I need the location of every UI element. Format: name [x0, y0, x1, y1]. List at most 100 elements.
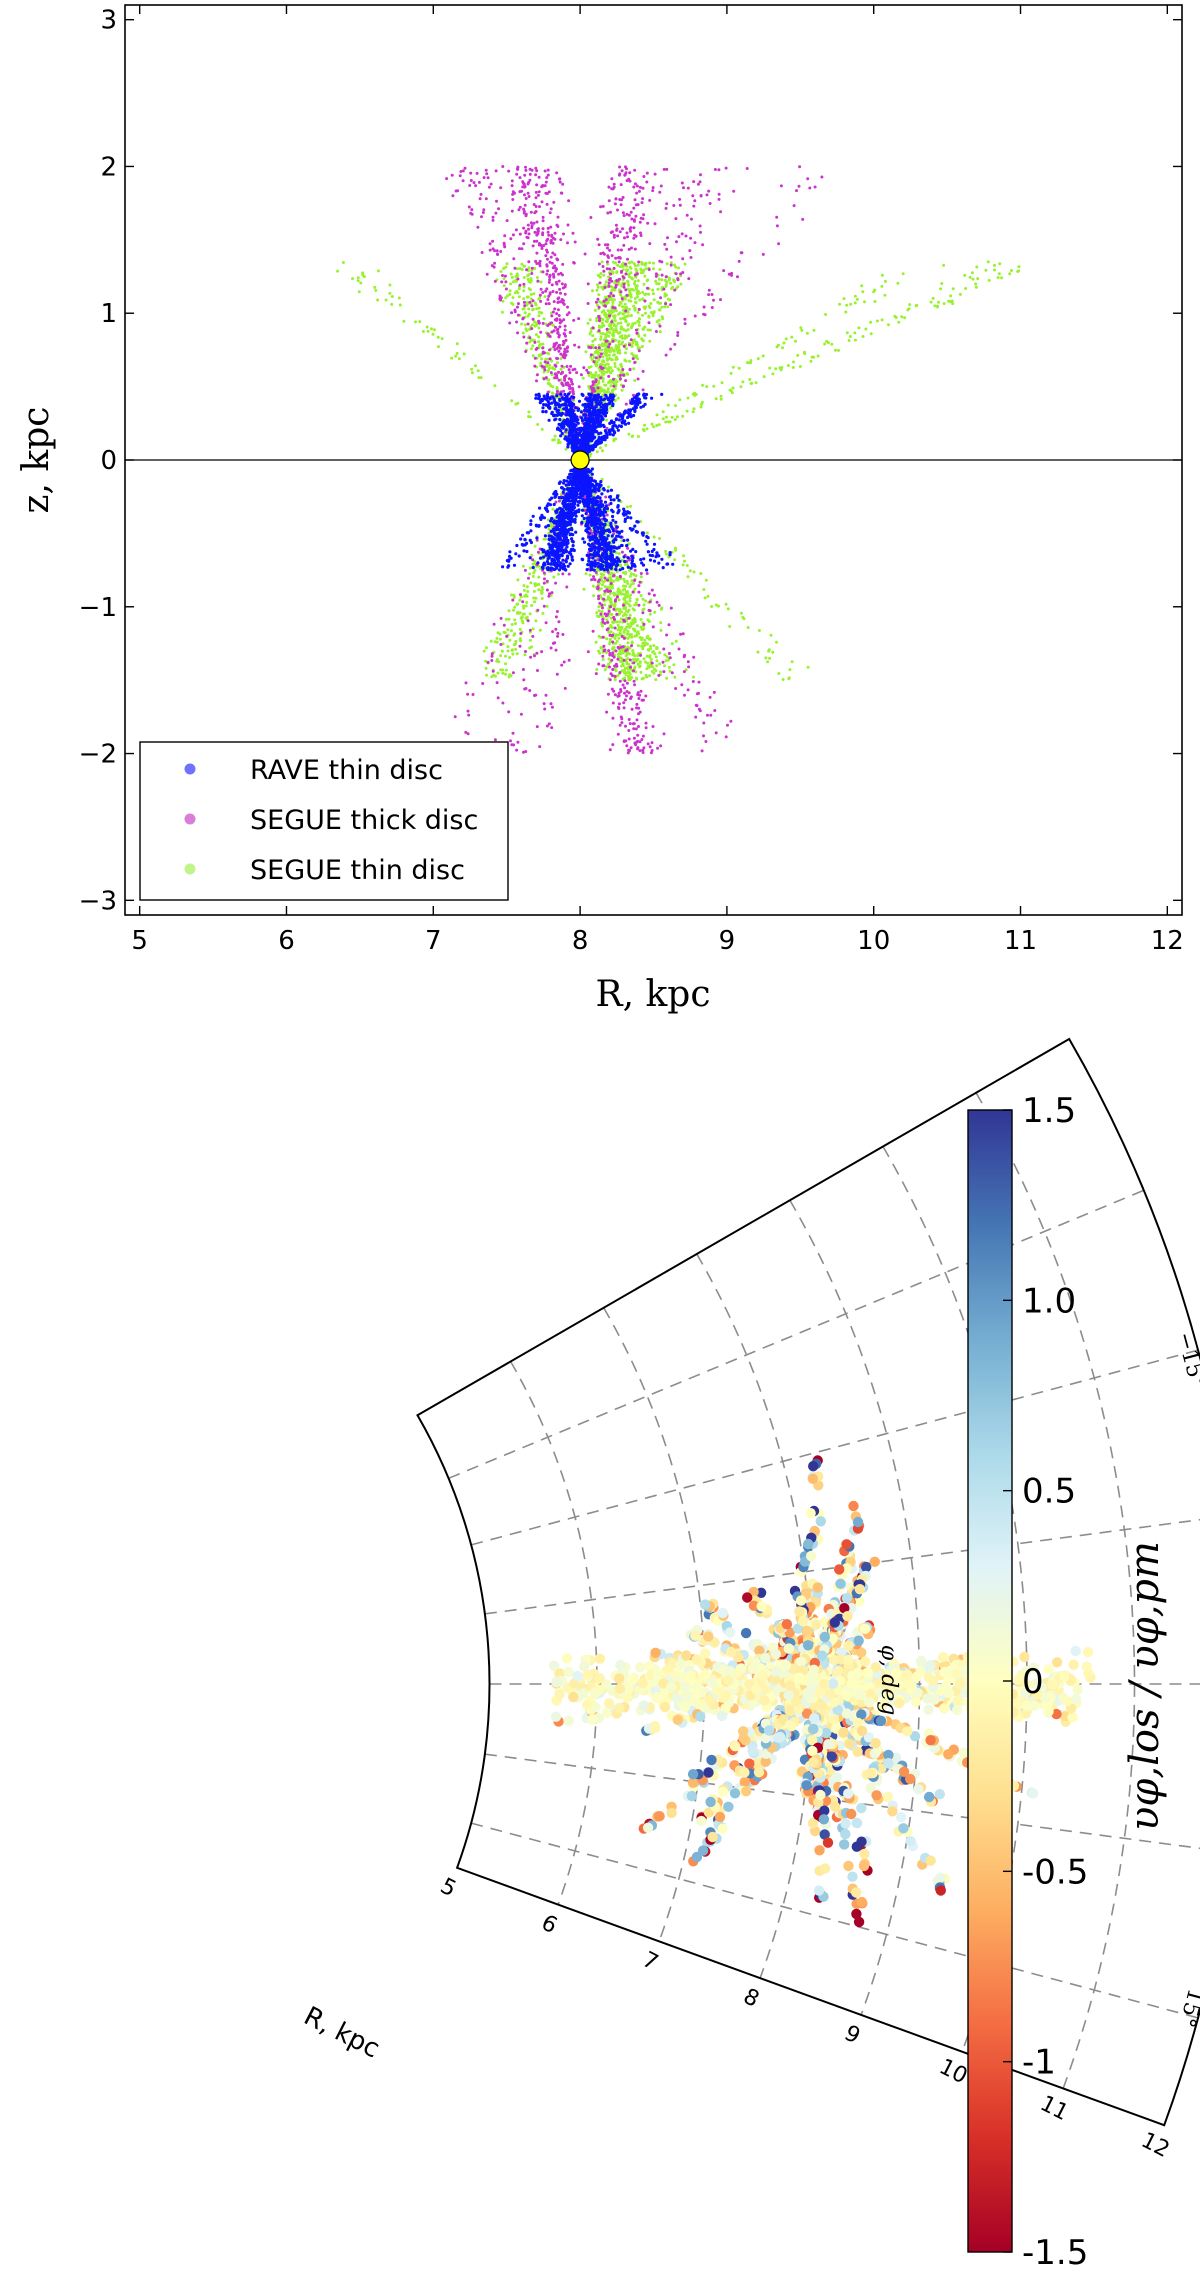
point: [609, 672, 613, 676]
point: [633, 578, 637, 582]
point: [655, 664, 659, 668]
point: [663, 242, 667, 246]
point: [622, 214, 626, 218]
point: [665, 167, 669, 171]
point: [626, 310, 630, 314]
point: [534, 303, 538, 307]
point: [608, 323, 612, 326]
point: [635, 272, 639, 276]
point: [583, 402, 588, 406]
point: [566, 381, 570, 385]
point: [563, 324, 567, 328]
point: [617, 368, 621, 372]
point: [621, 211, 625, 215]
point: [674, 404, 677, 408]
point: [515, 652, 519, 656]
point: [462, 352, 466, 356]
point: [510, 743, 514, 747]
point: [611, 646, 615, 650]
point: [486, 660, 490, 664]
point: [482, 176, 486, 180]
point: [597, 605, 601, 609]
point: [775, 345, 779, 349]
point: [656, 287, 660, 291]
point: [589, 355, 593, 359]
point: [974, 285, 978, 289]
point: [612, 348, 616, 352]
point: [1010, 269, 1013, 272]
point: [550, 235, 554, 238]
point: [681, 632, 685, 636]
point: [623, 580, 627, 584]
point: [697, 680, 701, 684]
point: [589, 371, 592, 375]
point: [469, 171, 473, 175]
point: [672, 204, 676, 207]
point: [663, 653, 667, 657]
point: [713, 168, 717, 171]
point: [559, 191, 563, 195]
point: [623, 628, 627, 631]
point: [643, 423, 646, 427]
point: [491, 239, 495, 243]
point: [641, 327, 645, 331]
point: [628, 633, 632, 637]
point: [635, 624, 639, 628]
point: [632, 727, 636, 731]
point: [698, 709, 702, 713]
point: [680, 683, 684, 687]
point: [699, 405, 703, 409]
point: [609, 210, 612, 214]
point: [599, 337, 603, 341]
point: [562, 232, 565, 236]
point: [628, 599, 632, 603]
point: [644, 673, 648, 677]
point: [539, 287, 543, 291]
point: [481, 211, 485, 214]
point: [547, 527, 551, 531]
point: [541, 611, 545, 615]
point: [627, 421, 631, 425]
point: [598, 408, 602, 412]
point: [854, 338, 857, 342]
point: [544, 357, 548, 361]
point: [641, 611, 645, 615]
point: [522, 750, 525, 754]
point: [693, 241, 697, 245]
point: [561, 262, 565, 266]
point: [664, 275, 668, 279]
point: [533, 654, 536, 658]
point: [655, 320, 659, 324]
point: [712, 384, 716, 388]
point: [521, 600, 525, 604]
point: [538, 264, 542, 268]
point: [525, 295, 529, 299]
point: [521, 604, 525, 608]
point: [599, 272, 603, 275]
point: [511, 671, 515, 675]
point: [536, 279, 540, 283]
point: [537, 314, 541, 318]
point: [975, 265, 979, 269]
point: [625, 179, 629, 183]
point: [524, 214, 528, 218]
point: [595, 349, 599, 353]
point: [639, 625, 643, 629]
point: [796, 353, 800, 357]
point: [678, 398, 682, 402]
point: [626, 323, 630, 327]
point: [642, 429, 646, 433]
point: [572, 392, 575, 396]
point: [644, 305, 648, 309]
point: [508, 638, 512, 642]
point: [602, 269, 606, 273]
point: [641, 297, 644, 301]
point: [520, 322, 524, 326]
point: [534, 393, 538, 397]
point: [617, 702, 621, 706]
point: [500, 310, 504, 314]
point: [526, 590, 530, 593]
point: [702, 305, 706, 309]
point: [608, 592, 612, 596]
point: [554, 648, 558, 652]
